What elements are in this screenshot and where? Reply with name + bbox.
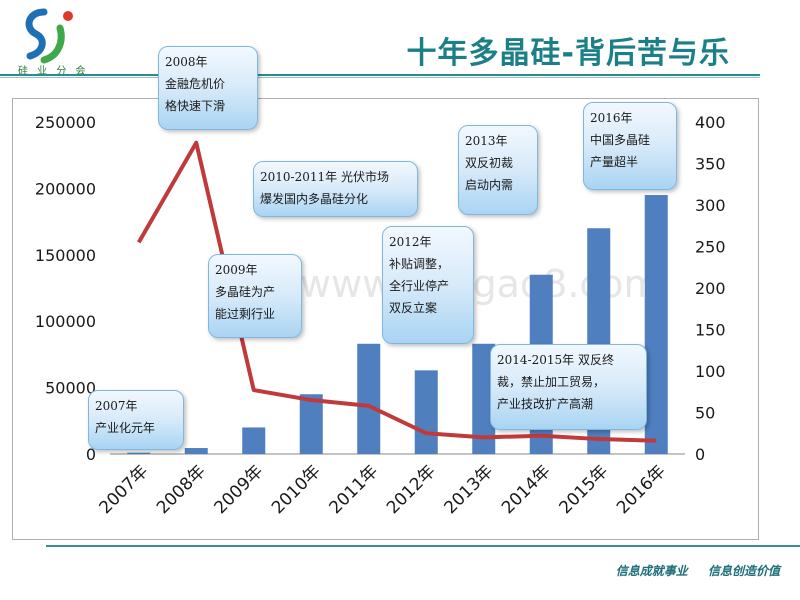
callout-2007: 2007年产业化元年 [88, 390, 184, 450]
callout-line: 启动内需 [465, 178, 514, 192]
x-tick-label: 2012年 [383, 461, 440, 518]
y-right-tick-label: 300 [695, 196, 726, 215]
logo [14, 6, 84, 76]
callout-line: 全行业停产 [389, 279, 450, 293]
y-left-tick-label: 50000 [45, 379, 96, 398]
callout-2009: 2009年多晶硅为产能过剩行业 [208, 254, 302, 338]
x-tick-label: 2007年 [96, 461, 153, 518]
callout-line: 2007年 [95, 399, 138, 413]
callout-2012: 2012年补贴调整， 全行业停产双反立案 [382, 226, 474, 344]
callout-line: 爆发国内多晶硅分化 [260, 192, 369, 206]
bar [644, 195, 668, 455]
callout-line: 2016年 [590, 111, 633, 125]
bar [299, 394, 323, 454]
x-tick-label: 2011年 [326, 461, 383, 518]
callout-2008: 2008年金融危机价格快速下滑 [158, 46, 258, 130]
y-right-tick-label: 350 [695, 155, 726, 174]
footer-slogan-2: 信息创造价值 [707, 564, 780, 578]
x-tick-label: 2010年 [268, 461, 325, 518]
y-right-tick-label: 0 [695, 445, 705, 464]
bar [472, 343, 496, 454]
bar [127, 452, 151, 454]
y-left-tick-label: 150000 [35, 246, 96, 265]
callout-line: 多晶硅为产 [215, 285, 276, 299]
callout-line: 产业化元年 [95, 421, 156, 435]
callout-line: 裁，禁止加工贸易， [497, 375, 606, 389]
y-left-tick-label: 0 [86, 445, 96, 464]
x-tick-label: 2013年 [441, 461, 498, 518]
footer-rule [46, 545, 800, 547]
callout-line: 2014-2015年 双反终 [497, 353, 614, 367]
bar [414, 370, 438, 454]
logo-si-icon [25, 8, 73, 64]
x-tick-label: 2015年 [556, 461, 613, 518]
callout-line: 双反初裁 [465, 156, 514, 170]
x-tick-label: 2008年 [153, 461, 210, 518]
footer: 信息成就事业 信息创造价值 [600, 562, 780, 579]
y-right-tick-label: 50 [695, 404, 715, 423]
callout-line: 产业技改扩产高潮 [497, 397, 594, 411]
callout-2016: 2016年中国多晶硅产量超半 [583, 102, 677, 190]
x-tick-label: 2014年 [498, 461, 555, 518]
y-right-tick-label: 150 [695, 321, 726, 340]
footer-slogan-1: 信息成就事业 [615, 564, 688, 578]
callout-line: 补贴调整， [389, 257, 450, 271]
x-tick-label: 2009年 [211, 461, 268, 518]
y-right-tick-label: 200 [695, 279, 726, 298]
y-left-tick-label: 200000 [35, 179, 96, 198]
header-rule-thin [0, 77, 760, 78]
callout-2014-2015: 2014-2015年 双反终 裁，禁止加工贸易， 产业技改扩产高潮 [490, 344, 647, 430]
y-right-tick-label: 100 [695, 362, 726, 381]
logo-text: 硅 业 分 会 [18, 66, 89, 77]
callout-line: 能过剩行业 [215, 307, 276, 321]
y-left-tick-label: 100000 [35, 312, 96, 331]
y-right-tick-label: 250 [695, 238, 726, 257]
bar [357, 343, 381, 454]
bar [184, 448, 208, 454]
callout-line: 产量超半 [590, 155, 639, 169]
callout-line: 2013年 [465, 134, 508, 148]
callout-line: 双反立案 [389, 301, 438, 315]
y-left-tick-label: 250000 [35, 113, 96, 132]
callout-line: 2009年 [215, 263, 258, 277]
callout-line: 2012年 [389, 235, 432, 249]
x-tick-label: 2016年 [613, 461, 670, 518]
page-title: 十年多晶硅-背后苦与乐 [406, 36, 730, 71]
y-right-tick-label: 400 [695, 113, 726, 132]
bar [242, 427, 266, 454]
header-rule [0, 74, 760, 76]
callout-line: 中国多晶硅 [590, 133, 651, 147]
callout-line: 2010-2011年 光伏市场 [260, 170, 389, 184]
callout-line: 2008年 [165, 55, 208, 69]
callout-2010-2011: 2010-2011年 光伏市场 爆发国内多晶硅分化 [253, 161, 418, 217]
callout-2013: 2013年双反初裁启动内需 [458, 125, 538, 215]
callout-line: 金融危机价 [165, 77, 226, 91]
callout-line: 格快速下滑 [165, 99, 226, 113]
